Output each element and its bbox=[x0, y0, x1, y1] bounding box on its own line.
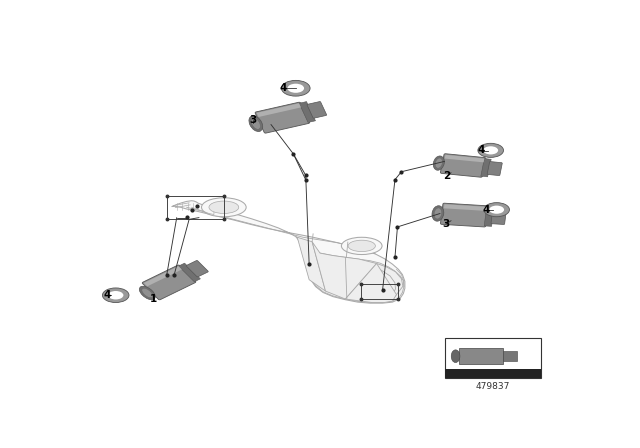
Ellipse shape bbox=[282, 80, 310, 96]
Bar bbox=[361, 284, 399, 299]
Text: 3: 3 bbox=[442, 219, 450, 229]
Polygon shape bbox=[346, 263, 396, 302]
FancyBboxPatch shape bbox=[179, 263, 200, 282]
Ellipse shape bbox=[287, 84, 304, 93]
Ellipse shape bbox=[432, 206, 444, 221]
FancyBboxPatch shape bbox=[440, 154, 486, 177]
Bar bbox=[445, 338, 541, 378]
Ellipse shape bbox=[435, 158, 442, 168]
Polygon shape bbox=[371, 263, 403, 301]
Ellipse shape bbox=[252, 118, 260, 129]
FancyBboxPatch shape bbox=[491, 210, 506, 224]
FancyBboxPatch shape bbox=[144, 266, 182, 286]
Ellipse shape bbox=[142, 288, 153, 298]
Ellipse shape bbox=[140, 286, 156, 300]
Bar bbox=[460, 348, 503, 364]
Text: 4: 4 bbox=[477, 145, 484, 155]
FancyBboxPatch shape bbox=[299, 102, 316, 122]
Polygon shape bbox=[297, 237, 326, 291]
Text: 3: 3 bbox=[249, 115, 256, 125]
Ellipse shape bbox=[102, 288, 129, 302]
FancyBboxPatch shape bbox=[186, 260, 208, 277]
FancyBboxPatch shape bbox=[481, 159, 491, 177]
Text: 4: 4 bbox=[482, 205, 490, 215]
Text: 479837: 479837 bbox=[476, 382, 510, 391]
Ellipse shape bbox=[434, 208, 442, 219]
Ellipse shape bbox=[484, 202, 509, 217]
Bar bbox=[503, 351, 516, 361]
Ellipse shape bbox=[249, 116, 262, 132]
FancyBboxPatch shape bbox=[142, 265, 196, 300]
FancyBboxPatch shape bbox=[255, 102, 310, 133]
FancyBboxPatch shape bbox=[257, 103, 301, 117]
Polygon shape bbox=[172, 201, 405, 303]
Ellipse shape bbox=[451, 350, 460, 362]
Ellipse shape bbox=[341, 237, 382, 254]
Bar bbox=[167, 196, 224, 219]
FancyBboxPatch shape bbox=[444, 204, 486, 211]
FancyBboxPatch shape bbox=[440, 203, 488, 227]
FancyBboxPatch shape bbox=[307, 102, 326, 118]
Ellipse shape bbox=[202, 198, 246, 217]
Text: 4: 4 bbox=[280, 83, 287, 93]
Text: 4: 4 bbox=[104, 290, 111, 300]
Ellipse shape bbox=[348, 240, 376, 252]
Polygon shape bbox=[312, 242, 376, 299]
Text: 2: 2 bbox=[444, 171, 451, 181]
Polygon shape bbox=[296, 237, 404, 302]
Ellipse shape bbox=[478, 143, 504, 157]
Ellipse shape bbox=[209, 201, 239, 214]
FancyBboxPatch shape bbox=[484, 207, 494, 226]
FancyBboxPatch shape bbox=[445, 155, 484, 162]
Bar bbox=[445, 369, 541, 378]
Ellipse shape bbox=[433, 156, 444, 170]
FancyBboxPatch shape bbox=[487, 162, 502, 176]
Ellipse shape bbox=[489, 206, 504, 214]
Ellipse shape bbox=[483, 146, 498, 155]
Text: 1: 1 bbox=[150, 294, 157, 304]
Ellipse shape bbox=[108, 291, 124, 299]
